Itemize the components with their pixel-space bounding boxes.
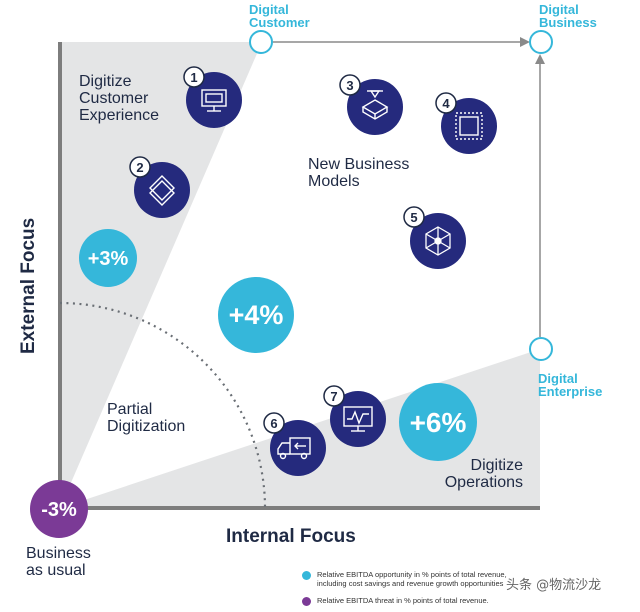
network-hex-icon [425,226,451,256]
legend-threat-line-1: Relative EBITDA threat in % points of to… [317,596,489,605]
digital-enterprise-line-2: Enterprise [538,384,603,399]
dce-line-2: Customer [79,90,149,107]
digital-enterprise-label: Digital Enterprise [538,372,602,398]
bubble-minus-3: -3% [30,480,88,538]
customer-experience-region [60,42,262,508]
step-1-number: 1 [190,70,197,85]
3d-printer-icon [361,90,389,120]
digital-customer-node [249,30,273,54]
legend-opportunity-line-2: including cost savings and revenue growt… [317,579,504,588]
step-7-number: 7 [330,389,337,404]
bubble-plus-3: +3% [79,229,137,287]
digital-business-label: Digital Business [539,3,597,29]
step-6-number: 6 [270,416,277,431]
do-line-1: Digitize [470,457,523,474]
digital-business-line-1: Digital [539,2,579,17]
nbm-line-1: New Business [308,156,410,173]
digital-business-line-2: Business [539,15,597,30]
legend-threat: Relative EBITDA threat in % points of to… [302,596,489,606]
digital-enterprise-node [529,337,553,361]
right-arrowhead [535,54,545,64]
step-2-number: 2 [136,160,143,175]
bubble-plus-4-label: +4% [229,300,284,330]
dce-line-1: Digitize [79,73,132,90]
do-line-2: Operations [444,474,523,491]
business-as-usual-line-1: Business [26,545,91,562]
step-5-number: 5 [410,210,417,225]
frame-square-icon [455,112,483,140]
y-axis-label: External Focus [18,217,39,354]
digital-enterprise-line-1: Digital [538,371,578,386]
legend-opportunity-line-1: Relative EBITDA opportunity in % points … [317,570,507,579]
x-axis-label: Internal Focus [226,526,356,547]
business-as-usual-label: Business as usual [26,545,91,579]
digital-customer-line-2: Customer [249,15,310,30]
dce-line-3: Experience [79,107,160,124]
pd-line-1: Partial [107,401,153,418]
bubble-minus-3-label: -3% [41,499,77,521]
top-arrowhead [520,37,530,47]
partial-digitization-label: Partial Digitization [107,401,185,435]
step-1: 1 [183,66,242,128]
bubble-plus-6-label: +6% [410,407,467,438]
step-7: 7 [323,385,386,447]
nbm-line-2: Models [308,173,360,190]
step-3-number: 3 [346,78,353,93]
business-as-usual-line-2: as usual [26,562,86,579]
watermark: 头条 @物流沙龙 [506,578,602,593]
digitize-operations-label: Digitize Operations [437,457,523,491]
step-5: 5 [403,206,466,269]
bubble-plus-3-label: +3% [88,248,129,270]
step-3: 3 [339,74,403,135]
step-4-number: 4 [442,96,450,111]
card-terminal-icon [201,89,227,112]
digital-business-node [529,30,553,54]
new-business-models-label: New Business Models [308,156,409,190]
bubble-plus-6: +6% [399,383,477,461]
digital-customer-line-1: Digital [249,2,289,17]
legend-threat-swatch [302,597,311,606]
digital-customer-label: Digital Customer [249,3,310,29]
legend-opportunity: Relative EBITDA opportunity in % points … [302,570,507,588]
monitor-chart-icon [343,406,373,432]
bubble-plus-4: +4% [218,277,294,353]
step-6: 6 [263,412,326,476]
stacked-layers-icon [149,175,175,206]
digitize-customer-experience-label: Digitize Customer Experience [79,73,159,124]
pd-line-2: Digitization [107,418,186,435]
delivery-truck-icon [277,437,311,460]
partial-digitization-arc [59,301,267,509]
step-4: 4 [435,92,497,154]
step-2: 2 [129,156,190,218]
legend-opportunity-swatch [302,571,311,580]
